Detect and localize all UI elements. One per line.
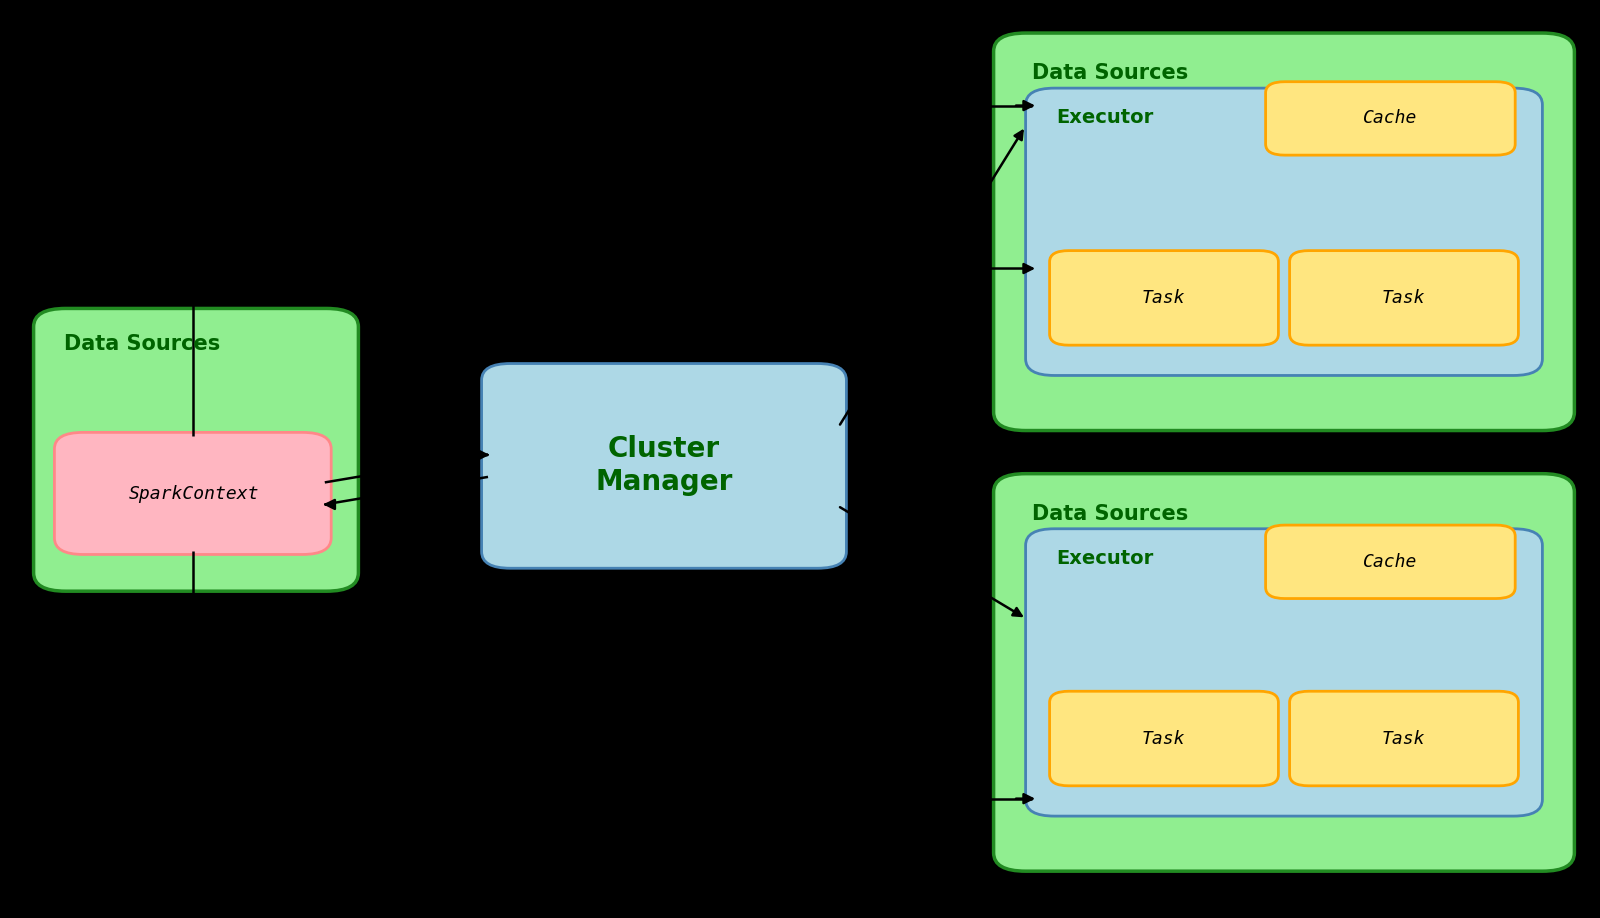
FancyBboxPatch shape xyxy=(1290,691,1518,786)
FancyBboxPatch shape xyxy=(994,474,1574,871)
FancyBboxPatch shape xyxy=(1290,251,1518,345)
FancyBboxPatch shape xyxy=(54,432,331,554)
Text: Data Sources: Data Sources xyxy=(64,334,221,354)
Text: Cache: Cache xyxy=(1363,553,1418,571)
FancyBboxPatch shape xyxy=(1026,529,1542,816)
Text: Cache: Cache xyxy=(1363,109,1418,128)
Text: Task: Task xyxy=(1381,730,1426,748)
FancyBboxPatch shape xyxy=(1026,88,1542,375)
FancyBboxPatch shape xyxy=(1050,691,1278,786)
Text: Cluster
Manager: Cluster Manager xyxy=(595,435,733,496)
Text: Executor: Executor xyxy=(1056,549,1154,567)
FancyBboxPatch shape xyxy=(482,364,846,568)
Text: Task: Task xyxy=(1141,289,1186,308)
Text: Data Sources: Data Sources xyxy=(1032,504,1189,524)
FancyBboxPatch shape xyxy=(1266,82,1515,155)
FancyBboxPatch shape xyxy=(34,308,358,591)
Text: Task: Task xyxy=(1381,289,1426,308)
FancyBboxPatch shape xyxy=(994,33,1574,431)
Text: Data Sources: Data Sources xyxy=(1032,63,1189,84)
Text: Task: Task xyxy=(1141,730,1186,748)
Text: SparkContext: SparkContext xyxy=(128,485,259,503)
FancyBboxPatch shape xyxy=(1050,251,1278,345)
FancyBboxPatch shape xyxy=(1266,525,1515,599)
Text: Executor: Executor xyxy=(1056,108,1154,127)
